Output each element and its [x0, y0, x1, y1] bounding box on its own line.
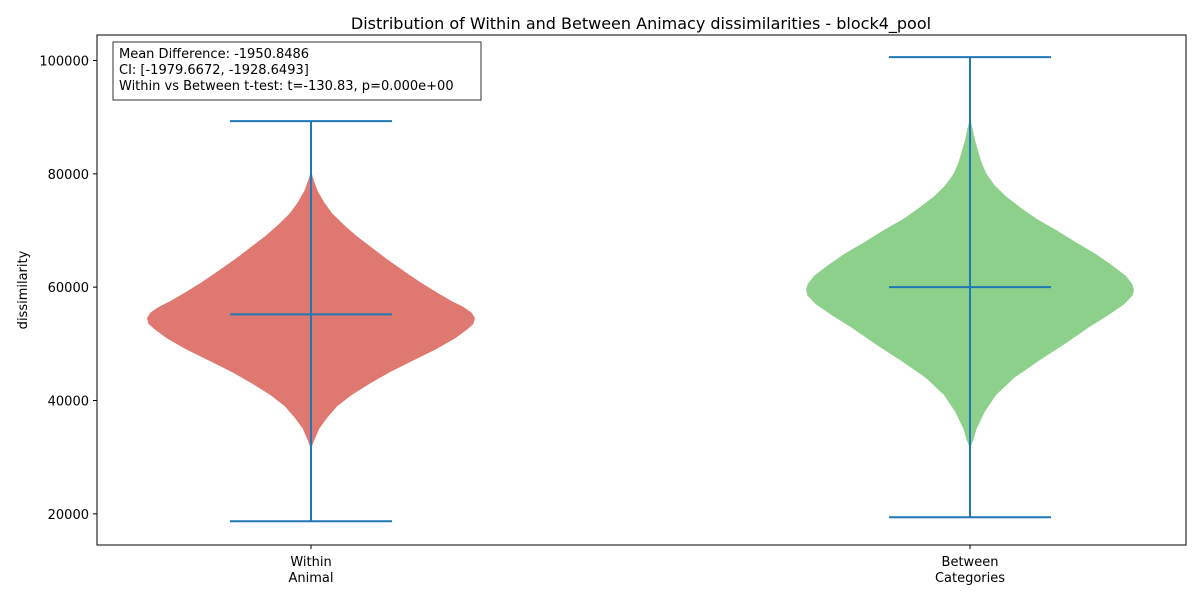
y-tick-label: 40000	[48, 395, 89, 410]
y-tick-label: 100000	[39, 55, 89, 70]
y-axis-label: dissimilarity	[16, 250, 31, 329]
y-axis: 20000 40000 60000 80000 100000	[39, 55, 97, 523]
y-tick-label: 20000	[48, 508, 89, 523]
plot-frame	[96, 34, 1187, 546]
chart-title: Distribution of Within and Between Anima…	[351, 14, 931, 34]
x-tick-label-between-line2: Categories	[935, 571, 1005, 586]
annotation-line-mean-diff: Mean Difference: -1950.8486	[119, 47, 309, 62]
stats-layer	[230, 56, 1051, 523]
x-tick-label-within-line2: Animal	[289, 571, 334, 586]
stats-annotation: Mean Difference: -1950.8486 CI: [-1979.6…	[112, 41, 482, 101]
annotation-line-ttest: Within vs Between t-test: t=-130.83, p=0…	[119, 79, 454, 94]
x-tick-label-within-line1: Within	[290, 555, 331, 570]
annotation-box	[112, 41, 482, 101]
y-tick-label: 80000	[48, 168, 89, 183]
y-tick-label: 60000	[48, 281, 89, 296]
x-tick-label-between-line1: Between	[942, 555, 999, 570]
annotation-line-ci: CI: [-1979.6672, -1928.6493]	[119, 63, 309, 78]
